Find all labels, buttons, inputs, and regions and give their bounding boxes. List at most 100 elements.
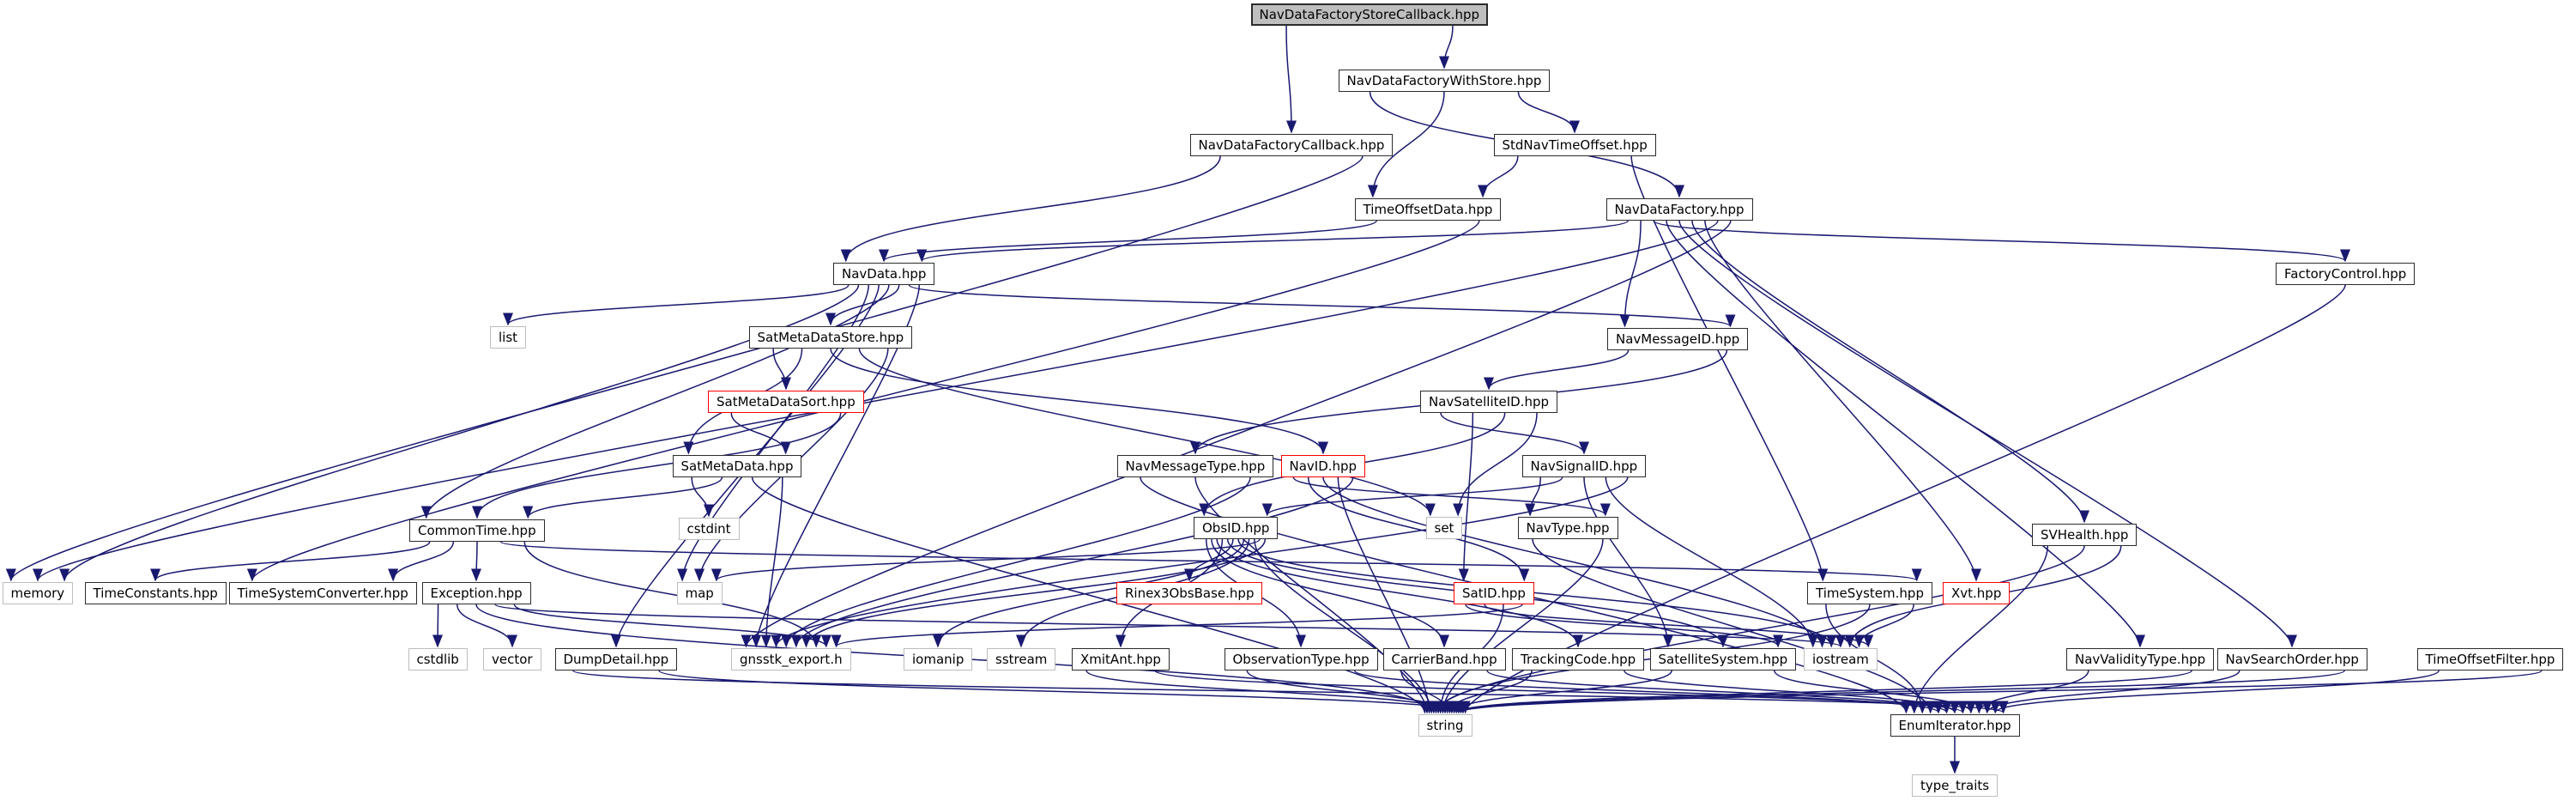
edge-commontime-to-timesystem <box>499 541 1921 582</box>
edge-callback-to-navdata <box>840 155 1221 263</box>
edge-navdatafactory-to-factorycontrol <box>1653 220 2350 263</box>
edge-withstore-to-stdnavtimeoffset <box>1517 91 1580 134</box>
graph-node-obsid[interactable]: ObsID.hpp <box>1194 517 1279 539</box>
edge-satmetadatastore-to-satmetadatasort <box>772 348 791 391</box>
graph-node-navsearchorder[interactable]: NavSearchOrder.hpp <box>2216 648 2367 671</box>
graph-node-timeoffsetfilter[interactable]: TimeOffsetFilter.hpp <box>2416 648 2564 671</box>
graph-node-enumiterator[interactable]: EnumIterator.hpp <box>1890 714 2020 737</box>
edge-navdatafactory-to-navdata <box>916 220 1629 263</box>
graph-node-string[interactable]: string <box>1418 714 1472 737</box>
edge-satid-to-satellitesystem <box>1465 604 1783 648</box>
graph-node-navsatelliteid[interactable]: NavSatelliteID.hpp <box>1420 391 1558 413</box>
edge-exception-to-vector <box>457 604 517 648</box>
graph-node-set[interactable]: set <box>1425 517 1463 539</box>
edge-navvaliditytype-to-string <box>1451 670 2192 714</box>
edge-commontime-to-gnsstkexport <box>523 541 822 648</box>
edge-factorycontrol-to-string <box>1460 284 2346 714</box>
graph-node-trackingcode[interactable]: TrackingCode.hpp <box>1512 648 1645 671</box>
graph-node-iostream[interactable]: iostream <box>1804 648 1878 671</box>
edge-navsatelliteid-to-set <box>1453 412 1538 517</box>
graph-node-navsignalid[interactable]: NavSignalID.hpp <box>1521 455 1647 477</box>
graph-node-xmitant[interactable]: XmitAnt.hpp <box>1072 648 1170 671</box>
edge-timeoffsetfilter-to-string <box>1456 670 2543 714</box>
edge-obsid-to-gnsstkexport <box>801 538 1267 648</box>
graph-node-satellitesystem[interactable]: SatelliteSystem.hpp <box>1649 648 1797 671</box>
edge-obsid-to-map <box>711 538 1261 582</box>
graph-node-timeconstants[interactable]: TimeConstants.hpp <box>84 582 227 604</box>
edge-dumpdetail-to-enumiterator <box>572 670 2008 714</box>
graph-node-gnsstkexport[interactable]: gnsstk_export.h <box>731 648 851 671</box>
edge-satmetadata-to-gnsstkexport <box>760 476 783 648</box>
graph-node-list[interactable]: list <box>490 326 527 349</box>
graph-node-cstdlib[interactable]: cstdlib <box>408 648 468 671</box>
edge-commontime-to-exception <box>471 541 482 582</box>
edge-observationtype-to-enumiterator <box>1353 670 1944 714</box>
graph-node-navmessagetype[interactable]: NavMessageType.hpp <box>1116 455 1274 477</box>
edge-navdatafactory-to-navvaliditytype <box>1666 220 2145 648</box>
graph-node-memory[interactable]: memory <box>2 582 74 604</box>
graph-node-dumpdetail[interactable]: DumpDetail.hpp <box>554 648 678 671</box>
graph-node-svhealth[interactable]: SVHealth.hpp <box>2032 524 2138 546</box>
edge-satid-to-iostream <box>1484 604 1874 648</box>
edge-obsid-to-iomanip <box>933 538 1245 648</box>
graph-node-stdnavtimeoffset[interactable]: StdNavTimeOffset.hpp <box>1493 134 1656 156</box>
graph-node-navdatafactory[interactable]: NavDataFactory.hpp <box>1605 198 1753 221</box>
edge-stdnavtimeoffset-to-timeoffsetdata <box>1478 155 1519 198</box>
edge-navdatafactory-to-memory <box>33 220 1719 582</box>
edge-navid-to-gnsstkexport <box>790 476 1354 648</box>
edge-stdnavtimeoffset-to-timesystem <box>1630 155 1829 582</box>
graph-node-carrierband[interactable]: CarrierBand.hpp <box>1382 648 1506 671</box>
graph-node-navvaliditytype[interactable]: NavValidityType.hpp <box>2066 648 2215 671</box>
edge-callback-to-memory <box>6 155 1364 582</box>
edge-satmetadatastore-to-set <box>858 348 1436 517</box>
edge-obsid-to-carrierband <box>1211 538 1449 648</box>
edge-navsatelliteid-to-navsignalid <box>1440 412 1589 455</box>
edge-navdatafactory-to-navsearchorder <box>1678 220 2297 648</box>
edge-svhealth-to-enumiterator <box>1908 545 2049 714</box>
edge-navdatafactory-to-gnsstkexport <box>741 220 1732 648</box>
edge-navdata-to-list <box>503 284 850 326</box>
graph-node-xvt[interactable]: Xvt.hpp <box>1943 582 2011 604</box>
edge-dumpdetail-to-string <box>658 670 1468 714</box>
graph-node-timesystemconverter[interactable]: TimeSystemConverter.hpp <box>228 582 417 604</box>
edge-navdata-to-commontime <box>420 284 890 519</box>
graph-node-observationtype[interactable]: ObservationType.hpp <box>1224 648 1378 671</box>
edge-navsignalid-to-gnsstkexport <box>771 476 1629 648</box>
graph-node-timeoffsetdata[interactable]: TimeOffsetData.hpp <box>1354 198 1502 221</box>
graph-node-satid[interactable]: SatID.hpp <box>1454 582 1534 604</box>
graph-node-rinex3obsbase[interactable]: Rinex3ObsBase.hpp <box>1116 582 1263 604</box>
graph-node-navdata[interactable]: NavData.hpp <box>833 263 935 285</box>
graph-node-satmetadatasort[interactable]: SatMetaDataSort.hpp <box>708 391 864 413</box>
graph-node-cstdint[interactable]: cstdint <box>678 518 740 540</box>
edge-navsearchorder-to-string <box>1454 670 2345 714</box>
graph-node-navid[interactable]: NavID.hpp <box>1280 455 1366 477</box>
graph-node-navtype[interactable]: NavType.hpp <box>1517 517 1618 539</box>
graph-node-map[interactable]: map <box>676 582 723 604</box>
graph-node-exception[interactable]: Exception.hpp <box>421 582 531 604</box>
graph-node-iomanip[interactable]: iomanip <box>904 648 973 671</box>
edge-navdata-to-memory <box>59 284 860 582</box>
graph-node-withstore[interactable]: NavDataFactoryWithStore.hpp <box>1338 70 1551 92</box>
edge-satmetadatastore-to-navid <box>830 348 1328 455</box>
graph-node-storecallback[interactable]: NavDataFactoryStoreCallback.hpp <box>1250 3 1489 26</box>
graph-node-vector[interactable]: vector <box>483 648 541 671</box>
edge-navmessagetype-to-gnsstkexport <box>781 476 1251 648</box>
graph-node-callback[interactable]: NavDataFactoryCallback.hpp <box>1189 134 1394 156</box>
edge-navmessageid-to-navsatelliteid <box>1484 349 1630 391</box>
graph-node-factorycontrol[interactable]: FactoryControl.hpp <box>2276 263 2416 285</box>
graph-node-satmetadatastore[interactable]: SatMetaDataStore.hpp <box>748 326 913 349</box>
graph-node-satmetadata[interactable]: SatMetaData.hpp <box>672 455 802 477</box>
edge-timesystem-to-iostream <box>1853 604 1914 648</box>
edge-navsatelliteid-to-satid <box>1458 412 1474 582</box>
edge-satmetadata-to-string <box>751 476 1430 714</box>
edge-navsignalid-to-obsid <box>1261 476 1563 517</box>
graph-node-typetraits[interactable]: type_traits <box>1912 774 1999 797</box>
graph-node-commontime[interactable]: CommonTime.hpp <box>409 519 545 542</box>
edge-navdata-to-gnsstkexport <box>751 284 921 648</box>
graph-node-timesystem[interactable]: TimeSystem.hpp <box>1807 582 1932 604</box>
edge-storecallback-to-callback <box>1285 25 1297 134</box>
graph-node-navmessageid[interactable]: NavMessageID.hpp <box>1607 328 1749 350</box>
edge-navsignalid-to-satellitesystem <box>1583 476 1673 648</box>
graph-node-sstream[interactable]: sstream <box>987 648 1056 671</box>
